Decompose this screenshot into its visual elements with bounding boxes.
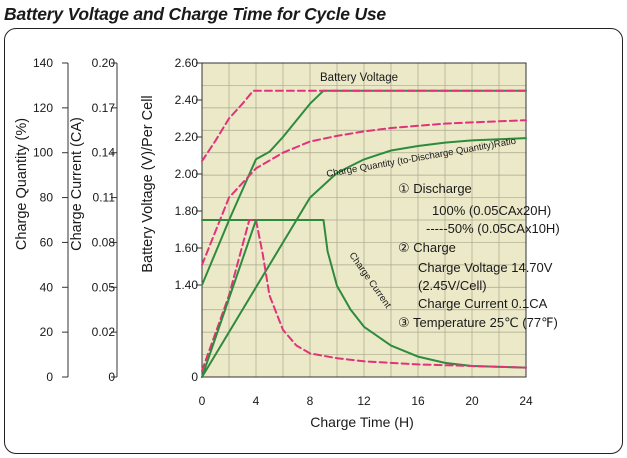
series-line-quantity-100 [201,137,527,378]
legend-line: ② Charge [398,240,456,255]
series-line-current-100 [201,219,257,378]
x-tick-label: 16 [411,394,425,408]
y-tick-label: 0.11 [93,191,116,205]
legend-line: (2.45V/Cell) [418,278,487,293]
chart-title: Battery Voltage and Charge Time for Cycl… [4,4,386,24]
y-tick-label: 1.80 [175,204,199,218]
y-tick-label: 0 [191,370,198,384]
x-tick-label: 4 [253,394,260,408]
y-tick-label: 80 [40,191,54,205]
chart: 0 4 8 12 16 20 24 Charge Time (H) 0 20 40 60 80 100 12… [14,56,560,430]
x-tick-label: 12 [357,394,371,408]
x-tick-label: 8 [307,394,314,408]
y-tick-label: 0.17 [92,101,116,115]
y-tick-label: 60 [40,235,54,249]
y-tick-label: 20 [40,325,54,339]
x-axis-label: Charge Time (H) [310,414,413,430]
y-axis-label: Charge Current (CA) [69,117,85,251]
battery-voltage-label: Battery Voltage [320,72,398,84]
series-line-voltage-100 [201,89,527,286]
y-tick-label: 2.00 [175,167,199,181]
y-tick-label: 0.05 [92,280,116,294]
y-tick-label: 100 [33,146,53,160]
y-tick-label: 0 [108,370,115,384]
y-tick-label: 0 [46,370,53,384]
y-tick-label: 0.02 [92,325,116,339]
x-tick-label: 20 [465,394,479,408]
y-tick-label: 2.40 [175,93,199,107]
legend-line: -----50% (0.05CAx10H) [426,221,560,236]
x-tick-label: 24 [519,394,533,408]
x-tick-label: 0 [199,394,206,408]
y-tick-label: 120 [33,101,53,115]
y-tick-label: 2.20 [175,130,199,144]
y-axis-label: Battery Voltage (V)/Per Cell [140,95,156,272]
y-tick-label: 2.60 [175,56,199,70]
series-line-current-100 [201,219,527,369]
legend-line: Charge Voltage 14.70V [418,260,553,275]
y-tick-label: 0.14 [92,146,116,160]
y-tick-label: 1.40 [175,278,199,292]
y-tick-label: 140 [33,56,53,70]
series-line-voltage-50 [201,89,527,163]
y-axis-label: Charge Quantity (%) [14,118,30,250]
series-line-current-50 [201,219,527,372]
y-tick-label: 1.60 [175,241,199,255]
chart-frame: 0 4 8 12 16 20 24 Charge Time (H) 0 20 40 60 80 100 12… [4,28,623,454]
series-line-quantity-50 [201,119,527,266]
legend-line: ③ Temperature 25℃ (77℉) [398,315,558,330]
y-tick-label: 0.20 [92,56,116,70]
legend-line: ① Discharge [398,181,472,196]
legend-line: Charge Current 0.1CA [418,296,548,311]
legend-line: 100% (0.05CAx20H) [432,203,551,218]
y-tick-label: 0.08 [92,235,116,249]
y-tick-label: 40 [40,280,54,294]
